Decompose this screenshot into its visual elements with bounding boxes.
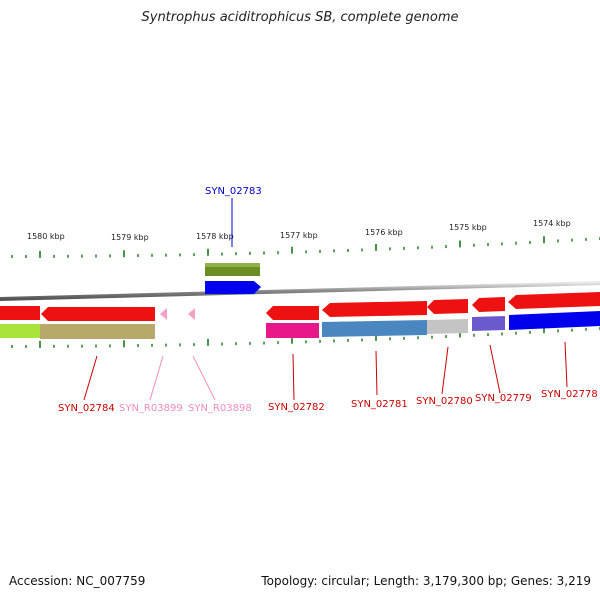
- scale-label-1574: 1574 kbp: [533, 219, 571, 228]
- gene-label-syn-r03898[interactable]: SYN_R03898: [188, 403, 252, 414]
- gene-arrow-syn-r03898[interactable]: [188, 308, 195, 320]
- scale-label-1580: 1580 kbp: [27, 232, 65, 241]
- connector-syn-02782: [292, 353, 295, 401]
- gene-arrow-syn-02782[interactable]: [266, 306, 319, 320]
- gene-label-syn-r03899[interactable]: SYN_R03899: [119, 403, 183, 414]
- connector-syn-02778: [564, 341, 568, 388]
- scale-labels: 1580 kbp 1579 kbp 1578 kbp 1577 kbp 1576…: [27, 219, 571, 242]
- gene-arrow-syn-r03899[interactable]: [160, 308, 167, 320]
- gene-label-syn-02780[interactable]: SYN_02780: [416, 396, 473, 407]
- reverse-gene-bars: [0, 311, 600, 339]
- gene-arrow-syn-02784-upstream[interactable]: [0, 306, 40, 320]
- gene-bar-syn-02781-steel[interactable]: [322, 320, 427, 337]
- genome-backbone: [0, 281, 600, 301]
- scale-label-1577: 1577 kbp: [280, 231, 318, 240]
- connector-syn-02780: [441, 346, 449, 395]
- gene-arrow-syn-02779[interactable]: [472, 297, 505, 312]
- forward-genes: [205, 263, 261, 294]
- scale-label-1578: 1578 kbp: [196, 232, 234, 241]
- gene-bar-lime[interactable]: [0, 324, 40, 338]
- gene-arrow-syn-02781[interactable]: [322, 301, 427, 317]
- scale-label-1575: 1575 kbp: [449, 223, 487, 232]
- gene-arrow-syn-02778[interactable]: [508, 292, 600, 309]
- connector-syn-02784: [83, 355, 98, 401]
- gene-bar-syn-02782-magenta[interactable]: [266, 323, 319, 338]
- map-title: Syntrophus aciditrophicus SB, complete g…: [141, 10, 459, 25]
- connector-syn-r03898: [192, 355, 216, 401]
- gene-label-syn-02779[interactable]: SYN_02779: [475, 393, 532, 404]
- connector-syn-02779: [489, 344, 501, 394]
- gene-arrow-syn-02783[interactable]: [205, 281, 261, 294]
- genome-summary-text: Topology: circular; Length: 3,179,300 bp…: [261, 574, 591, 588]
- gene-bar-syn-02783-green-highlight: [205, 263, 260, 267]
- scale-label-1576: 1576 kbp: [365, 228, 403, 237]
- label-connectors: [83, 198, 568, 401]
- gene-bar-syn-02784-khaki[interactable]: [40, 324, 155, 339]
- gene-bar-syn-02778-blue[interactable]: [509, 311, 600, 330]
- gene-arrow-syn-02780[interactable]: [427, 299, 468, 314]
- gene-bar-syn-02780-silver[interactable]: [427, 319, 468, 334]
- connector-syn-r03899: [149, 355, 164, 401]
- connector-syn-02781: [375, 350, 378, 396]
- accession-text: Accession: NC_007759: [9, 574, 146, 588]
- upper-tick-track: [11, 236, 600, 258]
- lower-tick-track: [11, 326, 600, 348]
- gene-label-syn-02783[interactable]: SYN_02783: [205, 186, 262, 197]
- gene-labels: SYN_02783 SYN_02784 SYN_R03899 SYN_R0389…: [58, 186, 598, 414]
- scale-label-1579: 1579 kbp: [111, 233, 149, 242]
- gene-label-syn-02778[interactable]: SYN_02778: [541, 389, 598, 400]
- reverse-gene-arrows: [0, 292, 600, 321]
- gene-label-syn-02784[interactable]: SYN_02784: [58, 403, 115, 414]
- gene-label-syn-02781[interactable]: SYN_02781: [351, 399, 408, 410]
- gene-arrow-syn-02784[interactable]: [41, 307, 155, 321]
- gene-bar-syn-02779-slate[interactable]: [472, 316, 505, 331]
- gene-label-syn-02782[interactable]: SYN_02782: [268, 402, 325, 413]
